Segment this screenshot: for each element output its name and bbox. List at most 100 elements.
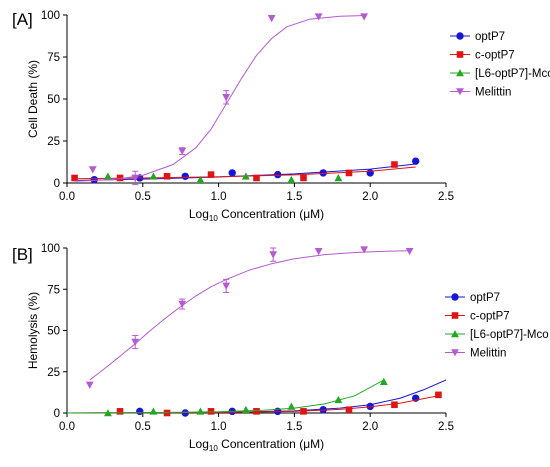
legend-marker-c-optp7-point-0 <box>456 51 464 58</box>
legend-label: Melittin <box>475 87 511 99</box>
optp7-point-3 <box>228 169 236 177</box>
x-tick-label: 2.0 <box>362 421 378 433</box>
optp7-point-0 <box>136 407 144 416</box>
l6-optp7-mco-point-4 <box>287 402 296 410</box>
y-tick-label: 100 <box>41 243 60 255</box>
legend-item-melittin: Melittin <box>445 348 506 360</box>
series-c-optp7 <box>66 391 442 417</box>
x-tick-label: 2.5 <box>438 421 454 433</box>
melittin-point-3 <box>222 282 231 290</box>
legend-marker-c-optp7-point-0 <box>451 312 459 319</box>
legend-label: c-optP7 <box>470 311 510 323</box>
legend-label: [L6-optP7]-Mco <box>475 68 550 80</box>
series-c-optp7 <box>71 161 416 182</box>
melittin-point-6 <box>360 13 369 21</box>
melittin-point-0 <box>85 381 94 389</box>
optp7-point-2 <box>181 172 189 180</box>
c-optp7-point-1 <box>163 409 171 417</box>
c-optp7-point-7 <box>391 161 398 168</box>
series-melittin <box>85 246 414 389</box>
optp7-point-6 <box>366 169 374 177</box>
c-optp7-point-7 <box>435 391 442 399</box>
x-tick-label: 2.0 <box>362 191 378 203</box>
legend-item-optp7: optP7 <box>445 292 500 304</box>
axes <box>66 15 446 184</box>
legend-label: optP7 <box>470 292 500 304</box>
legend-label: Melittin <box>470 348 506 360</box>
y-tick-label: 50 <box>47 326 60 338</box>
melittin-point-2 <box>178 300 187 308</box>
x-tick-label: 1.0 <box>211 421 227 433</box>
c-optp7-point-4 <box>253 174 260 182</box>
c-optp7-point-5 <box>345 406 353 413</box>
x-axis-label: Log10 Concentration (μM) <box>189 207 324 223</box>
y-tick-label: 25 <box>47 367 60 379</box>
melittin-point-1 <box>131 338 140 346</box>
x-tick-label: 2.5 <box>438 191 454 203</box>
y-tick-label: 50 <box>47 94 60 106</box>
x-tick-label: 0.0 <box>59 421 75 433</box>
series-l6-optp7-mco <box>66 377 388 417</box>
c-optp7-point-0 <box>71 174 78 182</box>
melittin-point-2 <box>178 147 187 155</box>
legend-item-c-optp7: c-optP7 <box>445 311 510 323</box>
panel-label: [B] <box>12 245 33 264</box>
y-axis-label: Cell Death (%) <box>26 60 40 138</box>
c-optp7-point-3 <box>207 171 215 178</box>
x-tick-label: 1.5 <box>286 191 302 203</box>
y-tick-label: 0 <box>54 408 60 420</box>
legend-label: c-optP7 <box>475 50 515 62</box>
melittin-point-0 <box>88 166 97 174</box>
fit-curve <box>89 250 410 381</box>
panel-label: [A] <box>12 10 33 29</box>
melittin-point-1 <box>131 174 140 182</box>
optp7-point-5 <box>319 169 327 177</box>
y-axis-label: Hemolysis (%) <box>26 292 40 369</box>
y-tick-label: 0 <box>54 178 60 190</box>
legend-marker-optp7-point-0 <box>451 293 459 301</box>
l6-optp7-mco-point-0 <box>104 409 112 417</box>
fit-curve <box>66 395 439 414</box>
legend-marker-l6-optp7-mco-point-0 <box>456 69 464 77</box>
legend-marker-melittin-point-0 <box>456 88 464 96</box>
series-melittin <box>74 13 369 186</box>
optp7-point-7 <box>411 157 420 165</box>
l6-optp7-mco-point-0 <box>104 172 112 180</box>
l6-optp7-mco-point-6 <box>379 377 388 385</box>
melittin-point-3 <box>222 94 231 102</box>
x-tick-label: 0.5 <box>135 421 151 433</box>
legend-item-l6-optp7-mco: [L6-optP7]-Mco <box>445 329 549 341</box>
x-tick-label: 1.0 <box>211 191 227 203</box>
melittin-point-6 <box>360 246 369 254</box>
legend-marker-l6-optp7-mco-point-0 <box>451 330 459 338</box>
melittin-point-5 <box>314 248 323 256</box>
l6-optp7-mco-point-3 <box>241 405 250 413</box>
l6-optp7-mco-point-5 <box>334 174 343 182</box>
c-optp7-point-5 <box>300 174 307 182</box>
c-optp7-point-3 <box>253 408 260 415</box>
c-optp7-point-2 <box>163 172 171 180</box>
legend-marker-optp7-point-0 <box>456 32 464 40</box>
l6-optp7-mco-point-5 <box>334 395 343 404</box>
c-optp7-point-1 <box>116 174 124 182</box>
l6-optp7-mco-point-1 <box>149 172 158 180</box>
melittin-point-7 <box>405 248 414 256</box>
legend-item-c-optp7: c-optP7 <box>450 50 515 62</box>
y-tick-label: 75 <box>47 284 60 296</box>
y-tick-label: 100 <box>41 10 60 22</box>
legend-label: [L6-optP7]-Mco <box>470 329 549 341</box>
l6-optp7-mco-point-3 <box>241 172 250 180</box>
c-optp7-point-2 <box>207 408 215 415</box>
legend-item-optp7: optP7 <box>450 31 505 43</box>
x-tick-label: 1.5 <box>286 421 302 433</box>
c-optp7-point-4 <box>300 408 307 415</box>
legend-label: optP7 <box>475 31 505 43</box>
x-axis-label: Log10 Concentration (μM) <box>189 437 324 453</box>
optp7-point-0 <box>90 175 98 184</box>
y-tick-label: 25 <box>47 136 60 148</box>
melittin-point-5 <box>314 13 323 21</box>
series-l6-optp7-mco <box>104 172 343 183</box>
melittin-point-4 <box>269 251 278 259</box>
axes <box>66 248 446 414</box>
